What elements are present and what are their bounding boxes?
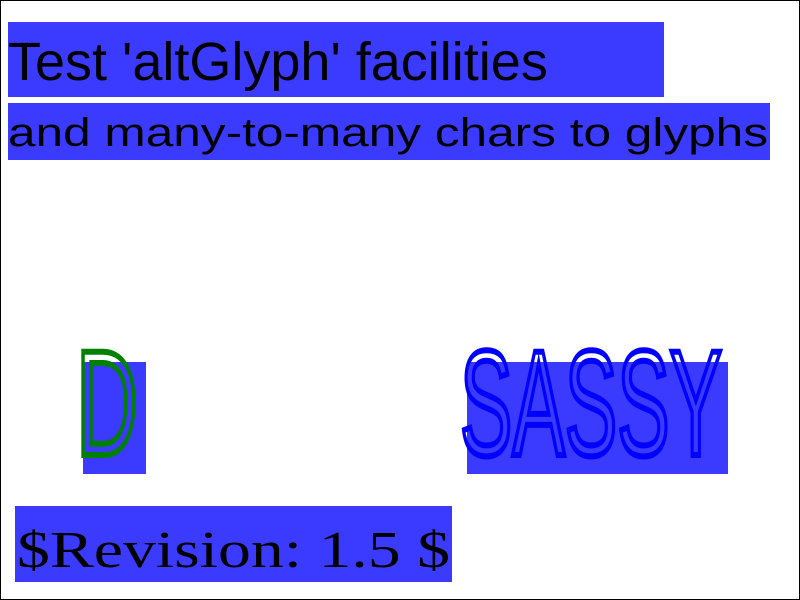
glyph-sample: SASSY: [460, 319, 722, 487]
title: Test 'altGlyph' facilities: [8, 32, 548, 92]
revision-background: [15, 506, 452, 582]
revision: $Revision: 1.5 $: [17, 522, 450, 579]
glyph-background: [83, 362, 146, 474]
subtitle-background: [8, 103, 770, 160]
title-background: [8, 22, 664, 97]
glyph-background: [467, 362, 728, 474]
subtitle: and many-to-many chars to glyphs: [8, 111, 768, 155]
glyph-sample: D: [76, 319, 138, 487]
